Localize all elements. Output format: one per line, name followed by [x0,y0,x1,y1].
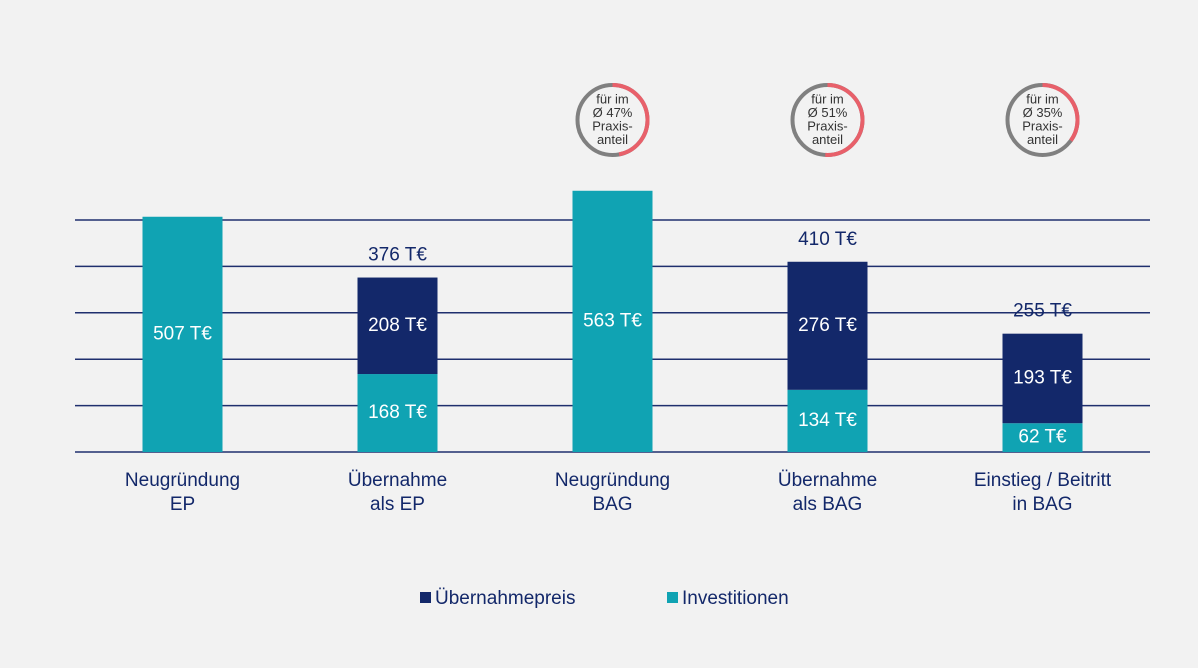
badge-share-arc [825,83,865,157]
bar-segment [357,277,438,375]
x-tick-label: Neugründung [555,470,670,491]
badge-text: Ø 47% [593,105,633,120]
badge-text: anteil [1027,132,1058,147]
badge-text: Ø 51% [808,105,848,120]
badge-text: Praxis- [1022,118,1062,133]
total-label: 410 T€ [798,229,857,250]
segment-label: 276 T€ [798,315,857,336]
bar-segment [142,216,223,452]
bar-segment [1002,333,1083,424]
x-tick-label: Übernahme [778,470,877,491]
bar-segment [1002,423,1083,452]
bar-segment [787,261,868,390]
badge-text: Ø 35% [1023,105,1063,120]
legend-label: Übernahmepreis [435,588,575,609]
badge-text: anteil [597,132,628,147]
segment-label: 563 T€ [583,310,642,331]
x-tick-label: BAG [592,494,632,515]
x-tick-label: Einstieg / Beitritt [974,470,1112,491]
x-tick-label: als BAG [793,494,863,515]
x-tick-label: EP [170,494,195,515]
legend-swatch [667,592,678,603]
badge-text: Praxis- [592,118,632,133]
legend-swatch [420,592,431,603]
badge-share-arc [612,83,650,157]
bar-segment [787,389,868,452]
total-label: 376 T€ [368,245,427,266]
segment-label: 507 T€ [153,323,212,344]
badge-text: für im [596,91,629,106]
badge-text: für im [1026,91,1059,106]
badge-text: Praxis- [807,118,847,133]
x-tick-label: als EP [370,494,425,515]
x-tick-label: Übernahme [348,470,447,491]
badge-share-arc [1042,83,1080,142]
legend-label: Investitionen [682,588,789,609]
segment-label: 62 T€ [1018,427,1067,448]
badge-text: für im [811,91,844,106]
bar-segment [572,190,653,452]
bar-segment [357,374,438,452]
x-tick-label: Neugründung [125,470,240,491]
segment-label: 208 T€ [368,315,427,336]
total-label: 255 T€ [1013,301,1072,322]
segment-label: 193 T€ [1013,367,1072,388]
badge-text: anteil [812,132,843,147]
segment-label: 168 T€ [368,402,427,423]
x-tick-label: in BAG [1012,494,1072,515]
segment-label: 134 T€ [798,410,857,431]
